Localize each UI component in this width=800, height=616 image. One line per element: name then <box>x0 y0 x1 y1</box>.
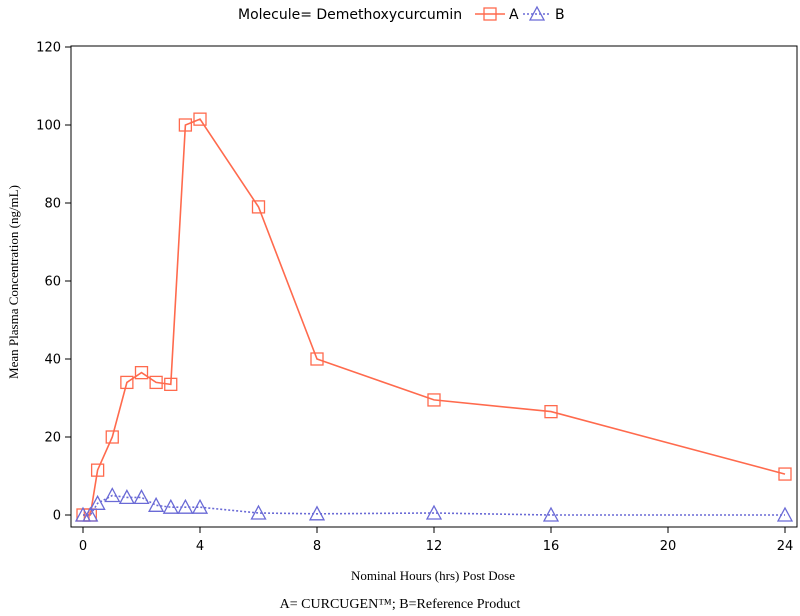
x-tick-label: 4 <box>196 539 204 554</box>
data-point-a <box>90 463 105 477</box>
legend-title: Molecule= Demethoxycurcumin <box>238 7 462 23</box>
x-axis: 0 4 8 12 16 20 24 <box>79 527 793 554</box>
data-point-b <box>148 496 165 512</box>
y-tick-label: 0 <box>53 509 61 524</box>
legend-marker-b <box>528 5 546 21</box>
data-point-a <box>178 118 193 132</box>
x-tick-label: 12 <box>426 539 443 554</box>
data-point-b <box>776 506 794 522</box>
plot-frame <box>70 45 798 528</box>
data-point-a <box>120 375 134 390</box>
data-point-a <box>778 467 792 481</box>
data-point-a <box>251 200 266 214</box>
y-tick-label: 120 <box>36 41 61 56</box>
data-point-a <box>544 404 558 419</box>
data-point-a <box>134 365 149 380</box>
y-tick-label: 60 <box>44 275 61 290</box>
data-point-b <box>162 498 179 514</box>
x-tick-label: 8 <box>313 539 321 554</box>
x-tick-label: 24 <box>777 539 794 554</box>
data-point-b <box>250 504 267 520</box>
x-tick-label: 0 <box>79 539 87 554</box>
figure-caption: A= CURCUGEN™; B=Reference Product <box>280 597 521 612</box>
legend: Molecule= Demethoxycurcumin A B <box>238 5 565 23</box>
y-axis: 0 20 40 60 80 100 120 <box>36 41 71 524</box>
data-point-b <box>118 489 135 505</box>
x-tick-label: 20 <box>660 539 677 554</box>
data-point-a <box>164 377 178 392</box>
data-point-a <box>310 352 324 366</box>
data-point-a <box>193 112 207 126</box>
series-layer <box>74 112 794 522</box>
data-point-b <box>191 498 209 514</box>
data-point-b <box>82 506 99 522</box>
y-tick-label: 40 <box>44 353 61 368</box>
x-tick-label: 16 <box>543 539 560 554</box>
data-point-b <box>133 489 150 505</box>
legend-label-b: B <box>555 7 565 23</box>
data-point-b <box>89 494 106 510</box>
y-tick-label: 80 <box>44 197 61 212</box>
y-tick-label: 100 <box>36 119 61 134</box>
series-line-a <box>83 118 786 516</box>
legend-marker-a <box>483 7 497 21</box>
data-point-b <box>308 505 326 521</box>
data-point-b <box>177 498 194 514</box>
x-axis-title: Nominal Hours (hrs) Post Dose <box>351 568 515 583</box>
y-tick-label: 20 <box>44 431 61 446</box>
data-point-b <box>425 504 443 520</box>
data-point-b <box>542 506 560 522</box>
data-point-a <box>427 393 441 407</box>
legend-label-a: A <box>509 7 519 23</box>
data-point-b <box>104 487 121 503</box>
data-point-a <box>105 430 119 444</box>
y-axis-title: Mean Plasma Concentration (ng/mL) <box>6 185 21 379</box>
data-point-a <box>149 375 163 390</box>
